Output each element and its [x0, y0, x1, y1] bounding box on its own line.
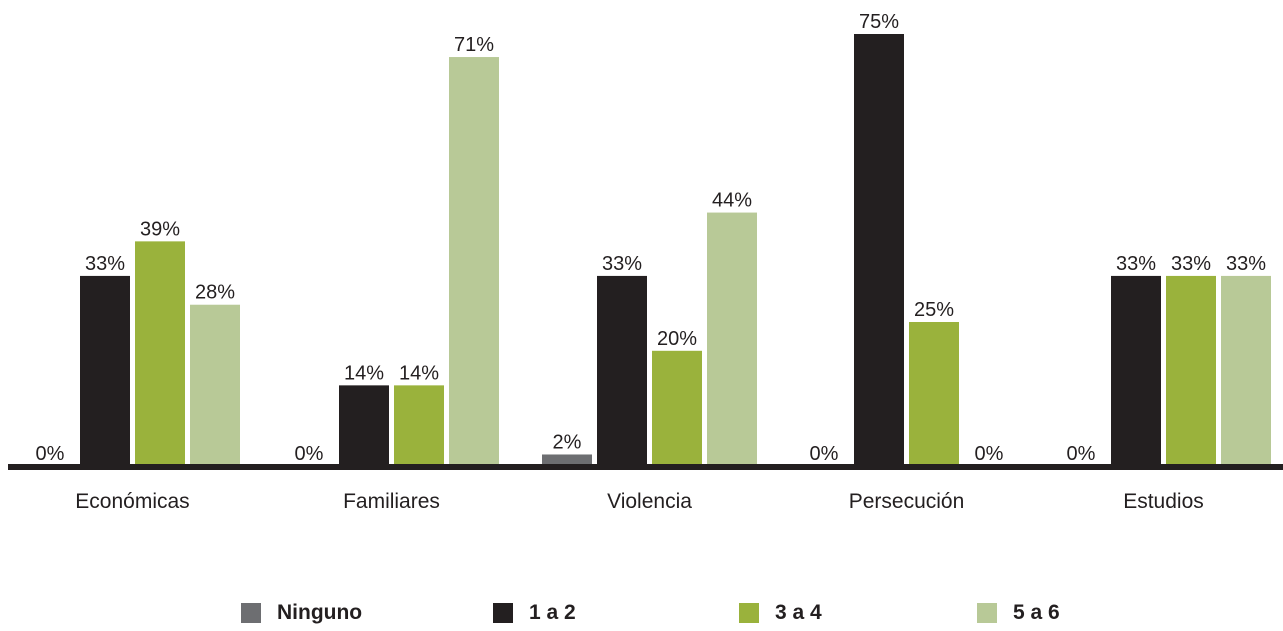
- x-axis-baseline: [8, 464, 1283, 470]
- bar-persecucion-1-a-2: [854, 34, 904, 466]
- category-labels-group: Económicas Familiares Violencia Persecución…: [75, 490, 1203, 513]
- category-label-economicas: Económicas: [75, 490, 189, 513]
- legend-swatch-ninguno: [241, 603, 261, 623]
- bar-violencia-3-a-4: [652, 350, 702, 466]
- legend-label-3-a-4: 3 a 4: [775, 601, 822, 624]
- bar-economicas-5-a-6: [190, 304, 240, 466]
- legend-item-3-a-4: 3 a 4: [739, 601, 822, 625]
- value-label-familiares-1-a-2: 14%: [344, 362, 384, 384]
- value-label-economicas-3-a-4: 39%: [140, 218, 180, 240]
- category-label-persecucion: Persecución: [849, 490, 965, 513]
- value-label-estudios-3-a-4: 33%: [1171, 253, 1211, 275]
- legend-swatch-3-a-4: [739, 603, 759, 623]
- category-label-familiares: Familiares: [343, 490, 440, 513]
- value-label-familiares-3-a-4: 14%: [399, 362, 439, 384]
- legend-swatch-1-a-2: [493, 603, 513, 623]
- value-label-familiares-ninguno: 0%: [295, 443, 324, 465]
- legend-label-ninguno: Ninguno: [277, 601, 363, 624]
- value-labels-group: 0% 33% 39% 28% 0% 14% 14% 71% 2% 33% 20% 44% 0% 75% 25…: [36, 11, 1267, 465]
- value-label-violencia-5-a-6: 44%: [712, 190, 752, 212]
- legend-item-1-a-2: 1 a 2: [493, 601, 576, 625]
- value-label-persecucion-1-a-2: 75%: [859, 11, 899, 33]
- value-label-persecucion-ninguno: 0%: [810, 443, 839, 465]
- category-label-estudios: Estudios: [1123, 490, 1204, 513]
- legend-item-ninguno: Ninguno: [241, 601, 362, 625]
- bar-estudios-3-a-4: [1166, 275, 1216, 466]
- bar-persecucion-3-a-4: [909, 322, 959, 466]
- value-label-estudios-ninguno: 0%: [1067, 443, 1096, 465]
- legend-swatch-5-a-6: [977, 603, 997, 623]
- bar-familiares-5-a-6: [449, 57, 499, 466]
- value-label-violencia-3-a-4: 20%: [657, 328, 697, 350]
- value-label-violencia-1-a-2: 33%: [602, 253, 642, 275]
- bar-violencia-ninguno: [542, 454, 592, 466]
- bar-violencia-5-a-6: [707, 212, 757, 466]
- legend-item-5-a-6: 5 a 6: [977, 601, 1060, 625]
- value-label-violencia-ninguno: 2%: [553, 431, 582, 453]
- bars-group: [80, 34, 1271, 466]
- bar-familiares-1-a-2: [339, 385, 389, 466]
- bar-estudios-5-a-6: [1221, 275, 1271, 466]
- legend-label-5-a-6: 5 a 6: [1013, 601, 1060, 624]
- bar-familiares-3-a-4: [394, 385, 444, 466]
- legend-label-1-a-2: 1 a 2: [529, 601, 576, 624]
- bar-violencia-1-a-2: [597, 275, 647, 466]
- value-label-persecucion-5-a-6: 0%: [975, 443, 1004, 465]
- bar-estudios-1-a-2: [1111, 275, 1161, 466]
- value-label-persecucion-3-a-4: 25%: [914, 299, 954, 321]
- value-label-economicas-ninguno: 0%: [36, 443, 65, 465]
- value-label-economicas-1-a-2: 33%: [85, 253, 125, 275]
- bar-economicas-3-a-4: [135, 241, 185, 466]
- category-label-violencia: Violencia: [607, 490, 692, 513]
- value-label-economicas-5-a-6: 28%: [195, 282, 235, 304]
- value-label-estudios-5-a-6: 33%: [1226, 253, 1266, 275]
- value-label-estudios-1-a-2: 33%: [1116, 253, 1156, 275]
- bar-economicas-1-a-2: [80, 275, 130, 466]
- value-label-familiares-5-a-6: 71%: [454, 34, 494, 56]
